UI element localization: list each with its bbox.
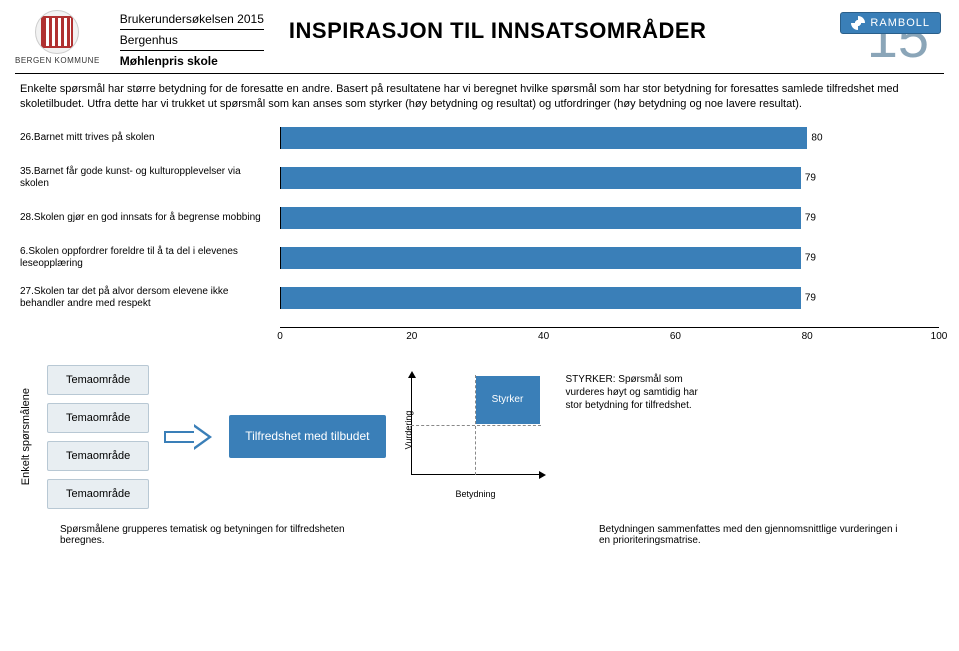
styrker-description: STYRKER: Spørsmål som vurderes høyt og s…	[566, 365, 716, 412]
footer-notes: Spørsmålene grupperes tematisk og betyni…	[0, 514, 959, 546]
styrker-quadrant: Styrker	[476, 376, 540, 424]
survey-name: Brukerundersøkelsen 2015	[120, 12, 264, 30]
explainer-section: Enkelt spørsmålene Temaområde Temaområde…	[0, 345, 959, 514]
bar-value: 79	[805, 172, 816, 183]
bar-label: 26.Barnet mitt trives på skolen	[20, 132, 280, 144]
intro-paragraph: Enkelte spørsmål har større betydning fo…	[0, 74, 959, 127]
x-tick: 40	[538, 331, 549, 342]
bar-fill	[281, 247, 801, 269]
brand-text: RAMBOLL	[870, 17, 930, 29]
x-tick: 20	[406, 331, 417, 342]
x-tick: 60	[670, 331, 681, 342]
x-tick: 100	[931, 331, 948, 342]
page-title: INSPIRASJON TIL INNSATSOMRÅDER	[289, 10, 867, 44]
logo-icon	[35, 10, 79, 54]
bar-value: 79	[805, 292, 816, 303]
tema-box: Temaområde	[47, 365, 149, 395]
tema-column: Temaområde Temaområde Temaområde Temaomr…	[47, 365, 149, 509]
tema-box: Temaområde	[47, 479, 149, 509]
priority-matrix: Vurdering Styrker Betydning	[401, 375, 551, 485]
bar-label: 35.Barnet får gode kunst- og kulturopple…	[20, 166, 280, 190]
bar-fill	[281, 167, 801, 189]
bar-track: 79	[280, 207, 939, 229]
brand-icon	[851, 16, 865, 30]
arrow-icon	[164, 425, 214, 449]
district-name: Bergenhus	[120, 33, 264, 51]
vertical-label: Enkelt spørsmålene	[20, 378, 32, 495]
tilfredshet-label: Tilfredshet med tilbudet	[245, 429, 369, 443]
bar-label: 6.Skolen oppfordrer foreldre til å ta de…	[20, 246, 280, 270]
bar-row: 6.Skolen oppfordrer foreldre til å ta de…	[20, 247, 939, 269]
page-header: BERGEN KOMMUNE Brukerundersøkelsen 2015 …	[0, 0, 959, 73]
tema-box: Temaområde	[47, 441, 149, 471]
bar-fill	[281, 127, 807, 149]
bar-label: 28.Skolen gjør en god innsats for å begr…	[20, 212, 280, 224]
bar-value: 80	[811, 132, 822, 143]
footer-note-left: Spørsmålene grupperes tematisk og betyni…	[60, 524, 360, 546]
bar-fill	[281, 287, 801, 309]
bar-value: 79	[805, 212, 816, 223]
school-name: Møhlenpris skole	[120, 54, 264, 68]
x-tick: 0	[277, 331, 283, 342]
municipality-logo: BERGEN KOMMUNE	[15, 10, 100, 65]
header-meta: Brukerundersøkelsen 2015 Bergenhus Møhle…	[120, 10, 264, 68]
bar-value: 79	[805, 252, 816, 263]
bar-track: 79	[280, 247, 939, 269]
x-axis: 020406080100	[280, 327, 939, 345]
bar-row: 26.Barnet mitt trives på skolen 80	[20, 127, 939, 149]
bar-row: 35.Barnet får gode kunst- og kulturopple…	[20, 167, 939, 189]
x-tick: 80	[802, 331, 813, 342]
tema-box: Temaområde	[47, 403, 149, 433]
tilfredshet-box: Tilfredshet med tilbudet	[229, 415, 385, 459]
logo-caption: BERGEN KOMMUNE	[15, 56, 100, 65]
bar-row: 28.Skolen gjør en god innsats for å begr…	[20, 207, 939, 229]
bar-fill	[281, 207, 801, 229]
bar-track: 79	[280, 167, 939, 189]
bar-label: 27.Skolen tar det på alvor dersom eleven…	[20, 286, 280, 310]
bar-row: 27.Skolen tar det på alvor dersom eleven…	[20, 287, 939, 309]
bar-track: 79	[280, 287, 939, 309]
bar-track: 80	[280, 127, 939, 149]
matrix-x-label: Betydning	[455, 489, 495, 499]
footer-note-right: Betydningen sammenfattes med den gjennom…	[599, 524, 939, 546]
brand-badge: RAMBOLL	[840, 12, 941, 34]
bar-chart: 26.Barnet mitt trives på skolen 80 35.Barn…	[0, 127, 959, 345]
